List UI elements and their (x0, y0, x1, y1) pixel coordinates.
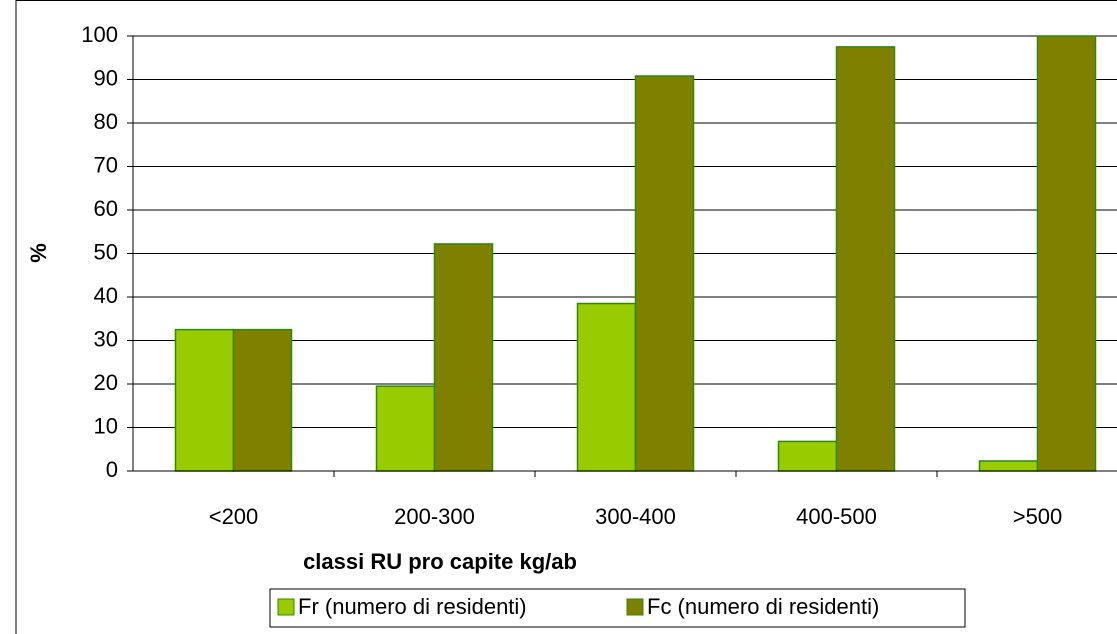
y-tick-label: 70 (94, 152, 118, 177)
bar (634, 75, 695, 472)
bar (777, 440, 838, 472)
legend-label: Fr (numero di residenti) (298, 594, 527, 619)
y-tick-label: 10 (94, 413, 118, 438)
y-tick-label: 0 (106, 457, 118, 482)
bar (375, 385, 436, 472)
bar (1036, 35, 1097, 472)
legend-swatch (277, 598, 295, 616)
y-axis-label: % (26, 243, 51, 263)
x-tick-label: 400-500 (796, 504, 877, 529)
y-tick-label: 30 (94, 326, 118, 351)
legend-label: Fc (numero di residenti) (647, 594, 879, 619)
y-tick-label: 20 (94, 370, 118, 395)
y-tick-label: 80 (94, 109, 118, 134)
bar (576, 302, 637, 472)
bar (835, 46, 896, 472)
x-tick-label: >500 (1013, 504, 1063, 529)
y-tick-label: 90 (94, 65, 118, 90)
x-axis-label: classi RU pro capite kg/ab (303, 549, 577, 574)
y-tick-label: 40 (94, 283, 118, 308)
legend-box (269, 588, 966, 628)
x-tick-label: 300-400 (595, 504, 676, 529)
x-tick-label: <200 (209, 504, 259, 529)
bar (978, 460, 1039, 472)
y-tick-label: 50 (94, 239, 118, 264)
bar (232, 328, 293, 472)
legend-swatch (626, 598, 644, 616)
bar (433, 243, 494, 472)
y-tick-label: 60 (94, 196, 118, 221)
chart-frame (15, 0, 1117, 634)
x-tick-label: 200-300 (394, 504, 475, 529)
y-tick-label: 100 (81, 22, 118, 47)
bar (174, 328, 235, 472)
